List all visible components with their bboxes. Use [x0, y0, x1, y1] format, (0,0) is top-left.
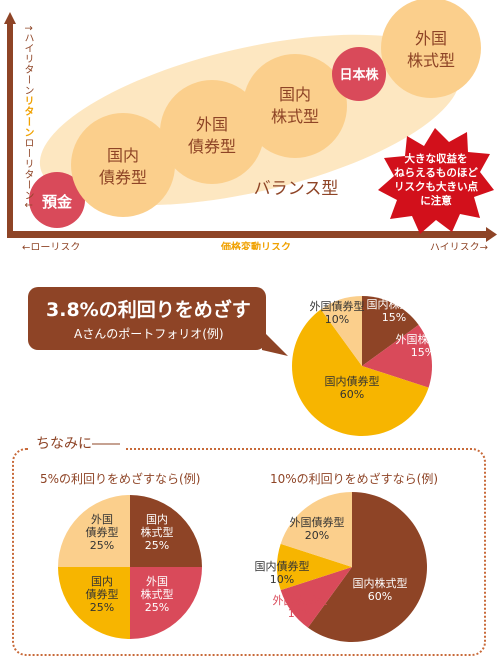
pie-slice-foreign-stock [130, 567, 202, 639]
y-axis-label-mid: リターン [22, 95, 33, 138]
pie-label-domestic-bond: 国内債券型 [325, 374, 380, 388]
pie-label-foreign-bond: 債券型 [86, 525, 119, 539]
portfolio-title: 3.8%の利回りをめざす [46, 299, 251, 321]
pie-label-foreign-stock: 外国 [146, 575, 168, 588]
pie-value-foreign-stock: 10% [288, 607, 312, 620]
portfolio-callout: 3.8%の利回りをめざす Aさんのポートフォリオ(例) [28, 287, 266, 350]
pie-slice-foreign-bond [58, 495, 130, 567]
pie-slice-domestic-bond [277, 543, 352, 591]
bubble-japan-stock [332, 47, 386, 101]
bubble-deposit-label: 預金 [42, 193, 73, 211]
right-subtitle: 10%の利回りをめざすなら(例) [270, 472, 439, 486]
bubble-domestic-bond-line2: 債券型 [99, 168, 147, 187]
pie-value-domestic-stock: 15% [382, 311, 406, 324]
pie-label-foreign-bond: 外国 [91, 513, 113, 526]
bubble-foreign-bond-line2: 債券型 [188, 137, 236, 156]
pie-label-domestic-stock: 国内株式型 [353, 576, 408, 590]
pie-label-domestic-bond: 国内 [91, 574, 113, 588]
y-axis-label-high: ↑ハイリターン [22, 24, 33, 96]
pie-value-domestic-stock: 60% [368, 590, 392, 603]
pie-label-foreign-bond: 外国債券型 [310, 299, 365, 313]
bubble-domestic-stock [243, 54, 347, 158]
bubble-japan-stock-label: 日本株 [339, 67, 379, 83]
pie-value-foreign-stock: 15% [411, 346, 435, 359]
pie-slice-domestic-stock [307, 492, 427, 642]
y-axis-label-low: ローリターン↓ [22, 137, 33, 210]
pie-slice-foreign-stock [362, 324, 432, 388]
bubble-domestic-bond [71, 113, 175, 217]
x-axis-arrow [486, 227, 497, 242]
warning-line-1: 大きな収益を [405, 152, 468, 165]
bubble-foreign-stock-line1: 外国 [415, 29, 447, 48]
y-axis-bar [7, 22, 13, 237]
pie-label-domestic-stock: 国内 [146, 512, 168, 526]
pie-slice-domestic-bond [58, 567, 130, 639]
x-axis-bar [7, 231, 489, 238]
pie-value-foreign-bond: 20% [305, 529, 329, 542]
warning-line-3: リスクも大きい点 [394, 180, 478, 193]
pie-value-domestic-bond: 25% [90, 601, 114, 614]
bubble-foreign-bond-line1: 外国 [196, 115, 228, 134]
bubble-deposit [29, 172, 85, 228]
pie-value-domestic-bond: 60% [340, 388, 364, 401]
pie-slice-foreign-bond [280, 492, 352, 567]
warning-burst [378, 128, 494, 234]
pie-label-domestic-bond: 債券型 [86, 587, 119, 601]
pie-value-foreign-bond: 10% [325, 313, 349, 326]
pie-label-domestic-stock: 国内株式型 [367, 297, 422, 311]
pie-slice-foreign-bond [320, 296, 362, 366]
x-axis-label-high: ハイリスク→ [430, 241, 488, 250]
left-subtitle: 5%の利回りをめざすなら(例) [40, 472, 201, 486]
warning-line-2: ねらえるものほど [394, 166, 478, 179]
risk-return-diagram: 預金 国内 債券型 外国 債券型 国内 株式型 日本株 外国 株式型 バランス型… [4, 0, 497, 250]
pie-value-foreign-bond: 25% [90, 539, 114, 552]
bubble-foreign-stock [381, 0, 481, 98]
pie-label-foreign-stock: 外国株式型 [396, 332, 443, 346]
bubble-foreign-stock-line2: 株式型 [407, 51, 455, 70]
bubble-domestic-stock-line1: 国内 [279, 85, 311, 104]
pie-label-foreign-stock: 外国株式型 [273, 593, 328, 607]
bubble-foreign-bond [160, 80, 264, 184]
y-axis-label: ↑ハイリターンリターンローリターン↓ [21, 24, 34, 210]
pie-slice-domestic-stock [130, 495, 202, 567]
x-axis-label-mid: 価格変動リスク [220, 240, 291, 250]
callout-pointer [262, 330, 288, 356]
comparison-box [12, 448, 486, 656]
pie-value-foreign-stock: 25% [145, 601, 169, 614]
pie-slice-domestic-stock [362, 296, 419, 366]
pie-label-domestic-bond: 国内債券型 [255, 559, 310, 573]
pie-value-domestic-stock: 25% [145, 539, 169, 552]
pie-label-foreign-bond: 外国債券型 [290, 515, 345, 529]
pie-slice-domestic-bond [292, 309, 429, 436]
pie-label-domestic-stock: 株式型 [141, 525, 174, 539]
pie-slice-foreign-stock [280, 567, 352, 628]
warning-line-4: に注意 [420, 194, 452, 207]
pie-label-foreign-stock: 株式型 [141, 587, 174, 601]
section-title: ちなみに―― [30, 433, 126, 453]
bubble-domestic-bond-line1: 国内 [107, 146, 139, 165]
pie-value-domestic-bond: 10% [270, 573, 294, 586]
x-axis-label-low: ←ローリスク [22, 241, 80, 250]
balance-label: バランス型 [254, 179, 339, 199]
bubble-domestic-stock-line2: 株式型 [271, 107, 319, 126]
portfolio-subtitle: Aさんのポートフォリオ(例) [74, 327, 224, 341]
y-axis-arrow [4, 12, 16, 24]
